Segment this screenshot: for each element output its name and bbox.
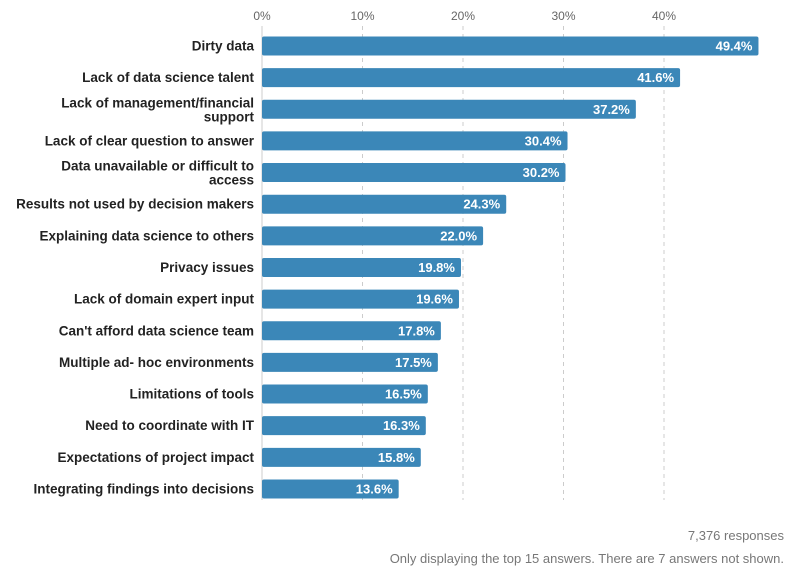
bar-value-label: 24.3%	[463, 197, 500, 212]
category-label: Need to coordinate with IT	[85, 418, 255, 433]
category-label: Explaining data science to others	[39, 228, 254, 243]
category-label: Privacy issues	[160, 260, 254, 275]
bar-value-label: 17.5%	[395, 355, 432, 370]
bar	[262, 36, 759, 56]
footer-note: Only displaying the top 15 answers. Ther…	[389, 551, 784, 566]
category-label: Limitations of tools	[130, 387, 255, 402]
bar-value-label: 22.0%	[440, 228, 477, 243]
bar-value-label: 16.3%	[383, 418, 420, 433]
bar-value-label: 19.8%	[418, 260, 455, 275]
category-label: Lack of clear question to answer	[45, 133, 255, 148]
bar	[262, 131, 568, 151]
category-label: Lack of data science talent	[82, 70, 254, 85]
bars: 49.4% 41.6% 37.2% 30.4% 30.2% 24.3% 22.0% 19.8%…	[262, 36, 759, 499]
x-tick-label: 40%	[652, 9, 676, 23]
bar-value-label: 16.5%	[385, 387, 422, 402]
category-label: Expectations of project impact	[57, 450, 254, 465]
category-label: Data unavailable or difficult to access	[61, 159, 254, 188]
bar-value-label: 30.4%	[525, 133, 562, 148]
bar	[262, 163, 566, 183]
bar-value-label: 19.6%	[416, 292, 453, 307]
bar	[262, 321, 441, 341]
response-count: 7,376 responses	[687, 528, 784, 543]
bar-value-label: 30.2%	[523, 165, 560, 180]
bar-value-label: 41.6%	[637, 70, 674, 85]
x-tick-label: 10%	[350, 9, 374, 23]
bar-value-label: 49.4%	[716, 39, 753, 54]
bar	[262, 257, 461, 277]
bar	[262, 68, 681, 88]
bar-chart: 0% 10% 20% 30% 40% 49.4% 41.6% 37.2% 30.4% 30.2%…	[16, 9, 759, 500]
category-label: Lack of domain expert input	[74, 292, 255, 307]
category-label: Results not used by decision makers	[16, 197, 254, 212]
category-label: Dirty data	[192, 39, 255, 54]
bar	[262, 416, 426, 436]
bar	[262, 479, 399, 499]
bar	[262, 447, 421, 467]
category-label: Lack of management/financial support	[61, 95, 254, 124]
bar	[262, 194, 507, 214]
bar	[262, 226, 484, 246]
bar-value-label: 37.2%	[593, 102, 630, 117]
bar-value-label: 17.8%	[398, 323, 435, 338]
bar-value-label: 15.8%	[378, 450, 415, 465]
x-tick-label: 0%	[253, 9, 271, 23]
category-label: Integrating findings into decisions	[33, 481, 254, 496]
category-label: Can't afford data science team	[59, 323, 254, 338]
x-axis-ticks: 0% 10% 20% 30% 40%	[253, 9, 676, 23]
bar	[262, 289, 459, 309]
bar	[262, 384, 428, 404]
bar-value-label: 13.6%	[356, 481, 393, 496]
category-label: Multiple ad- hoc environments	[59, 355, 254, 370]
x-tick-label: 30%	[551, 9, 575, 23]
bar	[262, 99, 636, 119]
bar	[262, 352, 438, 372]
x-tick-label: 20%	[451, 9, 475, 23]
category-labels: Dirty data Lack of data science talent Lac…	[16, 39, 255, 497]
